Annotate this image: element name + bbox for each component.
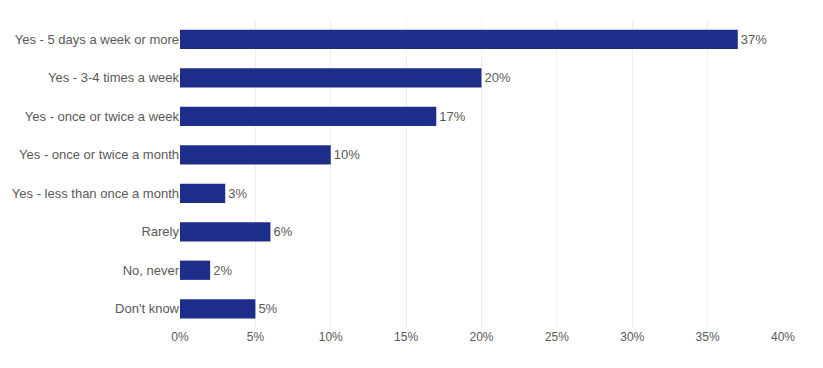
svg-text:Yes - once or twice a month: Yes - once or twice a month [19,147,179,162]
svg-text:40%: 40% [771,330,795,344]
svg-text:5%: 5% [258,301,277,316]
svg-text:20%: 20% [485,70,511,85]
svg-text:10%: 10% [319,330,343,344]
svg-text:6%: 6% [273,224,292,239]
svg-text:37%: 37% [741,32,767,47]
svg-text:Yes - less than once a month: Yes - less than once a month [12,186,179,201]
svg-text:10%: 10% [334,147,360,162]
svg-text:0%: 0% [171,330,189,344]
svg-text:5%: 5% [247,330,265,344]
svg-text:Yes - 3-4 times a week: Yes - 3-4 times a week [48,70,180,85]
svg-text:Don't know: Don't know [115,301,180,316]
svg-text:No, never: No, never [123,263,180,278]
svg-text:Yes - 5 days a week or more: Yes - 5 days a week or more [15,32,179,47]
svg-text:17%: 17% [439,109,465,124]
svg-text:Rarely: Rarely [141,224,179,239]
svg-text:2%: 2% [213,263,232,278]
svg-text:Yes - once or twice a week: Yes - once or twice a week [25,109,180,124]
svg-text:15%: 15% [394,330,418,344]
svg-text:35%: 35% [696,330,720,344]
svg-text:20%: 20% [469,330,493,344]
svg-text:25%: 25% [545,330,569,344]
svg-text:3%: 3% [228,186,247,201]
svg-text:30%: 30% [620,330,644,344]
